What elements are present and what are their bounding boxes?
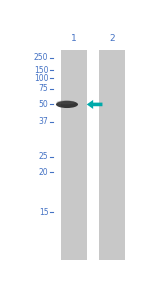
Text: 75: 75	[39, 84, 48, 93]
FancyArrow shape	[87, 100, 102, 109]
Bar	[99, 50, 124, 260]
Text: 250: 250	[34, 53, 48, 62]
Text: 15: 15	[39, 208, 48, 217]
Text: 150: 150	[34, 66, 48, 75]
Text: 20: 20	[39, 168, 48, 177]
Ellipse shape	[56, 100, 75, 104]
Bar	[61, 50, 87, 260]
Text: 37: 37	[39, 117, 48, 126]
Text: 25: 25	[39, 152, 48, 161]
Text: 50: 50	[39, 100, 48, 109]
Text: 2: 2	[109, 34, 115, 43]
Text: 1: 1	[71, 34, 77, 43]
Ellipse shape	[56, 101, 78, 108]
Text: 100: 100	[34, 74, 48, 83]
